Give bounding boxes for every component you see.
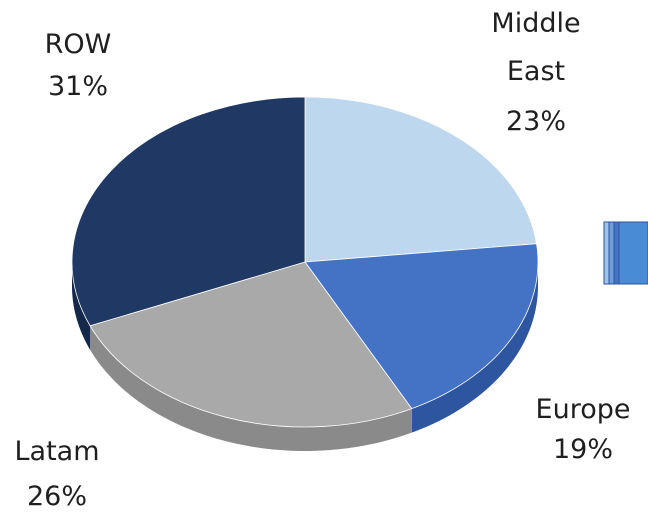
pie-slice-side-1 xyxy=(411,262,538,433)
slice-percent-3: 31% xyxy=(48,71,108,102)
pie-top-faces xyxy=(71,96,539,428)
slice-label-1-0: Europe xyxy=(536,394,631,425)
pie-side-walls xyxy=(72,262,538,451)
pie-slice-1 xyxy=(304,243,539,410)
pie-slice-2 xyxy=(89,261,413,428)
slice-percent-0: 23% xyxy=(506,106,566,137)
pie-slice-side-2 xyxy=(90,325,412,451)
pie-slice-side-3 xyxy=(72,262,91,350)
slice-label-0-0: Middle xyxy=(491,8,580,39)
pie-slice-3 xyxy=(71,96,306,327)
slice-percent-2: 26% xyxy=(27,481,87,512)
slice-label-3-0: ROW xyxy=(45,29,112,60)
legend-color-block xyxy=(603,221,648,285)
legend-block xyxy=(618,221,648,285)
slice-label-0-1: East xyxy=(507,56,565,87)
slice-percent-1: 19% xyxy=(553,434,613,465)
pie-labels: Middle East 23% Europe 19% Latam 26% ROW 31% xyxy=(14,8,630,512)
slice-label-2-0: Latam xyxy=(14,436,99,467)
pie-slice-0 xyxy=(304,96,538,263)
